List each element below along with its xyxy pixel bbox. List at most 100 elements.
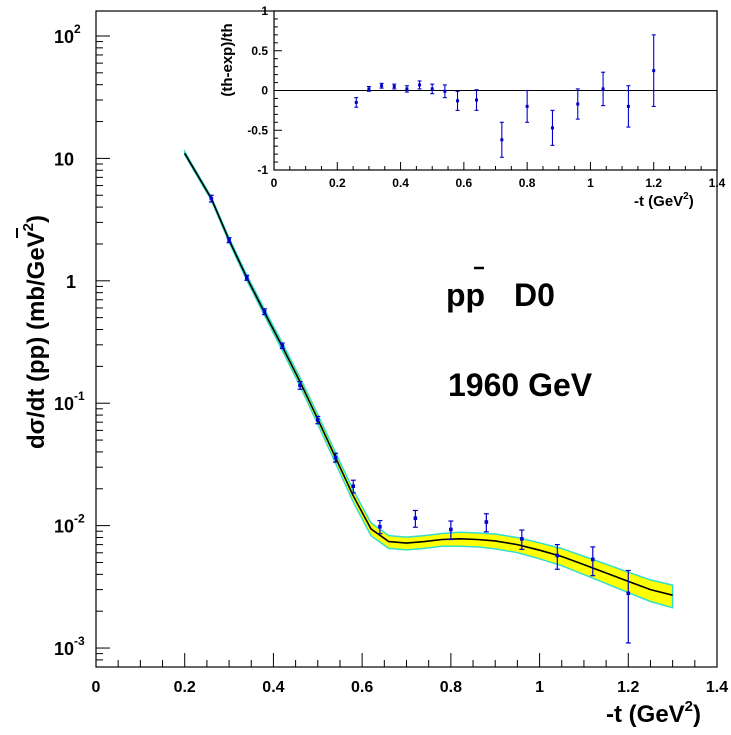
data-point — [244, 274, 250, 281]
main-x-axis-label-sup: 2 — [685, 698, 693, 715]
main-fit-band — [183, 149, 674, 609]
inset-data-point — [455, 90, 460, 111]
data-point — [377, 519, 383, 535]
data-point-marker — [245, 275, 249, 280]
main-y-axis-label: dσ/dt (pp) (mb/GeV2) — [20, 215, 50, 449]
main-y-tick-label: 10-3 — [54, 634, 85, 659]
inset-data-points — [354, 34, 656, 158]
main-y-tick-label: 10-2 — [54, 512, 85, 537]
inset-x-tick-label: 1.4 — [709, 176, 726, 190]
data-point-marker — [413, 516, 418, 520]
data-point-marker — [626, 591, 631, 596]
inset-data-point-marker — [525, 104, 529, 108]
data-point-marker — [298, 383, 302, 388]
data-point — [279, 342, 285, 350]
main-y-tick-exponent: -3 — [74, 634, 85, 648]
inset-y-tick-label: 1 — [261, 4, 268, 18]
data-point — [412, 509, 418, 528]
main-y-tick-base: 10 — [54, 639, 74, 659]
data-point — [483, 513, 489, 533]
data-point — [226, 237, 232, 244]
data-point — [448, 520, 454, 541]
data-point — [590, 546, 596, 577]
data-point-marker — [351, 484, 356, 488]
main-x-axis-label-close: ) — [693, 701, 701, 728]
inset-tick-labels: 0 0.2 0.4 0.6 0.8 1 1.2 1.4 1 0.5 0 -0.5 -1 — [247, 4, 725, 190]
inset-data-point — [392, 83, 397, 90]
inset-data-point — [417, 80, 422, 90]
inset-data-point — [626, 85, 631, 128]
inset-x-tick-label: 0 — [271, 176, 278, 190]
inset-data-point — [442, 84, 447, 99]
inset-data-point — [474, 89, 479, 111]
inset-axis-ticks — [273, 10, 718, 171]
inset-data-point — [575, 88, 580, 120]
main-y-axis-label-text: dσ/dt (pp) (mb/GeV — [23, 231, 50, 449]
data-point-marker — [484, 520, 489, 524]
main-x-tick-label: 0.8 — [440, 679, 462, 696]
data-point-marker — [449, 527, 453, 532]
inset-x-axis-label-sup: 2 — [683, 191, 689, 202]
data-point — [350, 479, 356, 494]
main-x-tick-label: 1.2 — [617, 679, 639, 696]
fit-curve — [184, 152, 673, 596]
energy-label: 1960 GeV — [448, 367, 593, 403]
data-point-marker — [315, 418, 320, 422]
data-point — [315, 415, 321, 425]
inset-data-point — [379, 82, 384, 89]
inset-y-tick-label: 0.5 — [251, 44, 268, 58]
data-point-marker — [280, 343, 285, 348]
main-x-axis-label-text: -t (GeV — [606, 701, 685, 728]
inset-data-point-marker — [601, 87, 605, 91]
data-point-marker — [333, 455, 338, 460]
inset-x-tick-label: 1.2 — [645, 176, 662, 190]
main-y-tick-base: 1 — [66, 272, 76, 292]
inset-data-point-marker — [380, 84, 384, 88]
inset-x-axis-label-close: ) — [689, 193, 694, 210]
inset-data-point — [366, 85, 371, 92]
experiment-label: D0 — [514, 277, 555, 313]
inset-data-point — [525, 89, 530, 123]
inset-data-point-marker — [500, 138, 504, 142]
inset-x-tick-label: 0.2 — [329, 176, 346, 190]
fit-uncertainty-band — [183, 149, 674, 609]
data-point-marker — [227, 238, 231, 242]
data-point-marker — [555, 553, 560, 558]
inset-x-axis-label: -t (GeV2) — [634, 191, 694, 210]
inset-y-axis-label: (th-exp)/th — [219, 23, 236, 96]
main-y-tick-exponent: -1 — [74, 389, 85, 403]
inset-y-tick-label: -0.5 — [247, 123, 268, 137]
data-point — [333, 452, 339, 463]
main-y-tick-base: 10 — [54, 517, 74, 537]
data-point — [625, 569, 631, 644]
main-data-points — [208, 194, 631, 644]
inset-data-point — [601, 71, 606, 107]
data-point-marker — [378, 524, 382, 529]
data-point — [262, 308, 268, 316]
inset-x-tick-label: 0.4 — [392, 176, 409, 190]
main-x-tick-label: 0.4 — [262, 679, 284, 696]
inset-data-point — [550, 109, 555, 146]
data-point — [208, 194, 214, 203]
inset-x-tick-label: 0.6 — [456, 176, 473, 190]
inset-data-point-marker — [576, 102, 580, 106]
main-y-axis-label-close: ) — [23, 215, 50, 223]
data-point — [519, 529, 525, 550]
main-y-tick-exponent: 2 — [74, 22, 81, 36]
inset-data-point — [499, 121, 504, 158]
inset-y-tick-label: -1 — [257, 163, 268, 177]
inset-data-point-marker — [418, 83, 422, 87]
main-x-tick-label: 1.4 — [706, 679, 728, 696]
inset-data-point — [430, 83, 435, 95]
inset-data-point — [354, 97, 359, 108]
inset-data-point-marker — [626, 104, 630, 108]
data-point-marker — [209, 196, 214, 201]
inset-data-point-marker — [367, 87, 371, 91]
inset-data-point-marker — [475, 98, 479, 102]
main-axis-ticks — [95, 35, 718, 668]
main-y-tick-label: 102 — [54, 22, 81, 47]
main-y-tick-label: 1 — [66, 272, 76, 292]
main-y-tick-base: 10 — [54, 149, 74, 169]
